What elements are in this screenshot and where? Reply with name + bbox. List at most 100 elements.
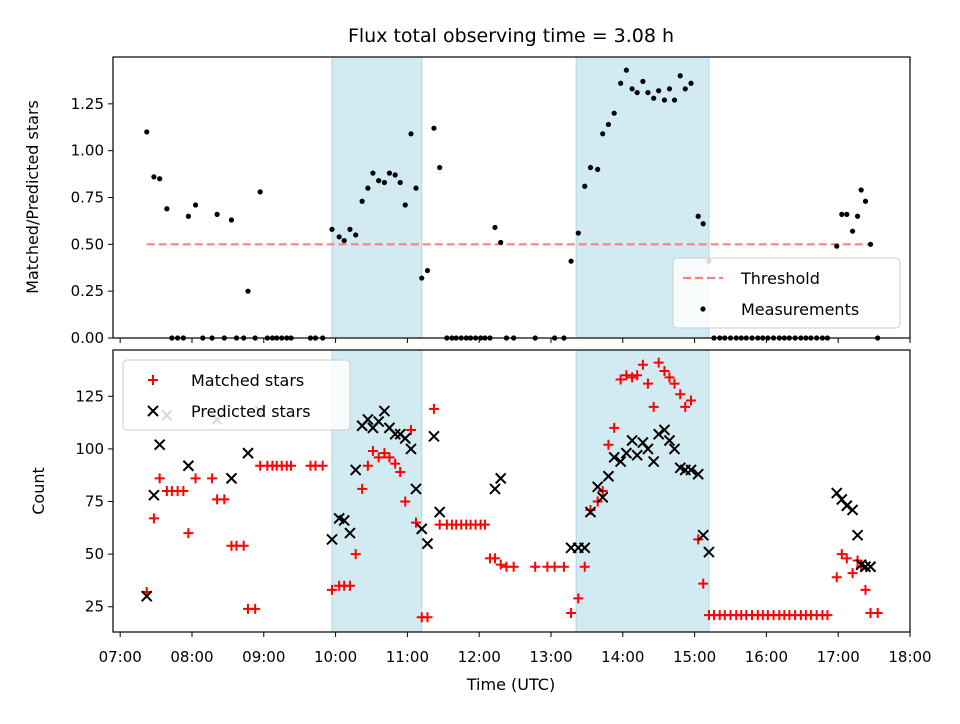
matched-stars-point (405, 424, 416, 435)
measurements-legend-key (700, 306, 706, 312)
matched-stars-point (648, 401, 659, 412)
matched-stars-point (178, 486, 189, 496)
top-panel-y-tick-label: 1.00 (71, 142, 104, 160)
measurements-point (700, 221, 706, 227)
measurements-point (677, 73, 683, 79)
predicted-stars-point (692, 468, 704, 480)
predicted-stars-point (495, 472, 507, 485)
measurements-point (347, 226, 353, 232)
predicted-stars-point (841, 500, 853, 512)
measurements-point (376, 178, 382, 184)
matched-stars-point (286, 460, 297, 471)
measurements-point (661, 97, 668, 103)
measurements-point (651, 95, 657, 101)
measurements-point (336, 234, 342, 240)
predicted-stars-point (584, 506, 597, 518)
matched-stars-point (603, 439, 614, 450)
matched-stars-legend-key (148, 375, 158, 385)
matched-stars-point (669, 378, 680, 389)
measurements-point (695, 213, 701, 219)
matched-stars-point (317, 460, 328, 471)
measurements-point (370, 170, 376, 176)
bottom-panel: 25 50 75 100 125 07:00 08:00 09:00 10:00 11:00 12… (29, 349, 932, 666)
x-tick-label: 08:00 (170, 648, 213, 666)
bottom-panel-y-tick-label: 25 (85, 598, 104, 616)
predicted-stars-point (631, 449, 643, 461)
matched-stars-point (428, 403, 439, 414)
matched-stars-point (659, 366, 670, 377)
predicted-stars-point (703, 546, 715, 558)
matched-stars-point (686, 395, 697, 406)
x-tick-label: 09:00 (242, 648, 285, 666)
predicted-stars-point (399, 432, 411, 445)
matched-stars-legend-label: Matched stars (191, 371, 304, 390)
bottom-panel-shaded-interval (575, 349, 710, 633)
measurements-point (600, 131, 606, 137)
chart-title: Flux total observing time = 3.08 h (348, 25, 674, 47)
matched-stars-point (489, 553, 500, 564)
predicted-stars-point (349, 464, 362, 476)
matched-stars-point (362, 460, 373, 471)
measurements-point (185, 213, 191, 219)
measurements-point (144, 129, 150, 135)
predicted-stars-point (433, 506, 446, 518)
measurements-point (595, 166, 601, 172)
measurements-point (618, 80, 624, 86)
matched-stars-point (872, 608, 883, 619)
predicted-stars-legend-key (147, 405, 159, 417)
bottom-panel-frame (112, 349, 911, 633)
matched-stars-point (238, 540, 249, 551)
bottom-panel-y-tick-label: 75 (85, 493, 104, 511)
matched-stars-point (190, 473, 201, 484)
measurements-point (419, 275, 425, 281)
predicted-stars-point (579, 542, 591, 554)
matched-stars-point (379, 448, 390, 459)
predicted-stars-point (405, 443, 417, 455)
predicted-stars-point (620, 447, 633, 459)
measurements-point (645, 89, 651, 96)
bottom-panel-y-tick-label: 50 (85, 545, 104, 563)
predicted-stars-point (668, 443, 681, 455)
measurements-point (365, 185, 371, 191)
matched-stars-point (558, 561, 569, 572)
predicted-stars-point (421, 537, 434, 550)
top-panel-y-tick-label: 0.00 (71, 329, 104, 347)
bottom-panel-legend: Matched stars Predicted stars (122, 359, 351, 431)
matched-stars-point (627, 372, 638, 383)
matched-stars-point (183, 528, 194, 539)
predicted-stars-point (851, 529, 864, 541)
measurements-point (164, 206, 170, 212)
measurements-point (854, 213, 861, 219)
measurements-point (381, 179, 388, 186)
x-tick-label: 10:00 (314, 648, 357, 666)
measurements-point (214, 211, 220, 217)
matched-stars-point (637, 359, 648, 370)
matched-stars-point (479, 519, 490, 530)
matched-stars-point (609, 422, 620, 433)
predicted-stars-point (846, 504, 859, 516)
predicted-stars-point (362, 413, 374, 426)
measurements-point (498, 239, 504, 246)
measurements-point (640, 78, 646, 84)
matched-stars-point (395, 467, 406, 478)
predicted-stars-point (697, 529, 709, 541)
matched-stars-point (615, 374, 626, 385)
matched-stars-point (495, 559, 506, 570)
matched-stars-point (841, 553, 852, 564)
measurements-point (353, 232, 359, 238)
top-panel-shaded-interval (331, 56, 423, 339)
matched-stars-point (653, 357, 664, 368)
measurements-point (192, 202, 199, 208)
bottom-panel-y-tick-label: 100 (75, 440, 104, 458)
bottom-panel-shaded-intervals (331, 349, 710, 633)
matched-stars-point (373, 452, 384, 463)
predicted-stars-point (372, 415, 385, 428)
predicted-stars-point (626, 434, 638, 447)
x-tick-label: 14:00 (601, 648, 644, 666)
x-tick-label: 16:00 (745, 648, 788, 666)
measurements-point (629, 86, 635, 92)
top-panel: 0.00 0.25 0.50 0.75 1.00 1.25 Matched/Predict… (23, 56, 911, 347)
matched-stars-point (822, 610, 833, 621)
measurements-point (867, 241, 874, 247)
